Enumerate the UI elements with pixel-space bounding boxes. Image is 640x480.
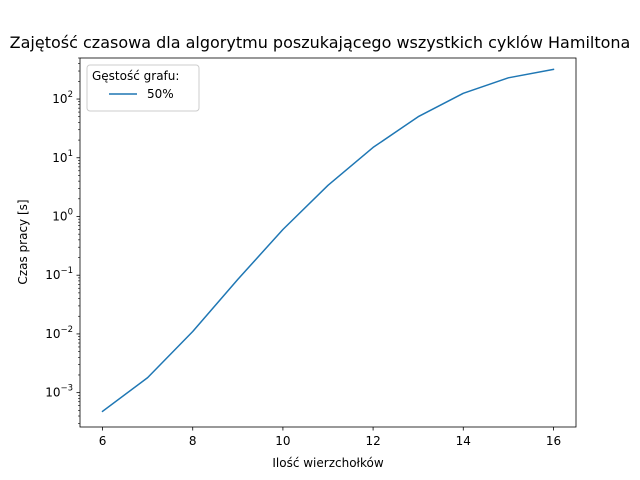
y-tick-label: 102: [52, 90, 73, 106]
axes-frame: [79, 57, 577, 428]
x-tick-label: 6: [99, 434, 107, 448]
legend-box: [86, 64, 200, 112]
x-tick-label: 8: [189, 434, 197, 448]
y-axis-label: Czas pracy [s]: [16, 199, 30, 284]
y-tick-label: 100: [52, 207, 73, 223]
legend: Gęstość grafu: 50%: [86, 64, 200, 112]
y-tick-label: 101: [52, 149, 73, 165]
legend-title: Gęstość grafu:: [92, 69, 179, 83]
x-tick-label: 14: [456, 434, 471, 448]
x-tick-label: 16: [546, 434, 561, 448]
x-tick-label: 12: [365, 434, 380, 448]
plot-area: 10−3 10−2 10−1 100 101 102 6 8 10 12 14 16: [45, 57, 577, 448]
series-line-0: [101, 68, 555, 413]
y-tick-label: 10−2: [45, 325, 73, 341]
x-axis-label: Ilość wierzchołków: [272, 456, 383, 470]
chart-title: Zajętość czasowa dla algorytmu poszukają…: [10, 33, 631, 52]
y-tick-label: 10−1: [45, 266, 73, 282]
legend-label: 50%: [147, 87, 174, 101]
x-tick-label: 10: [275, 434, 290, 448]
y-tick-label: 10−3: [45, 384, 73, 400]
